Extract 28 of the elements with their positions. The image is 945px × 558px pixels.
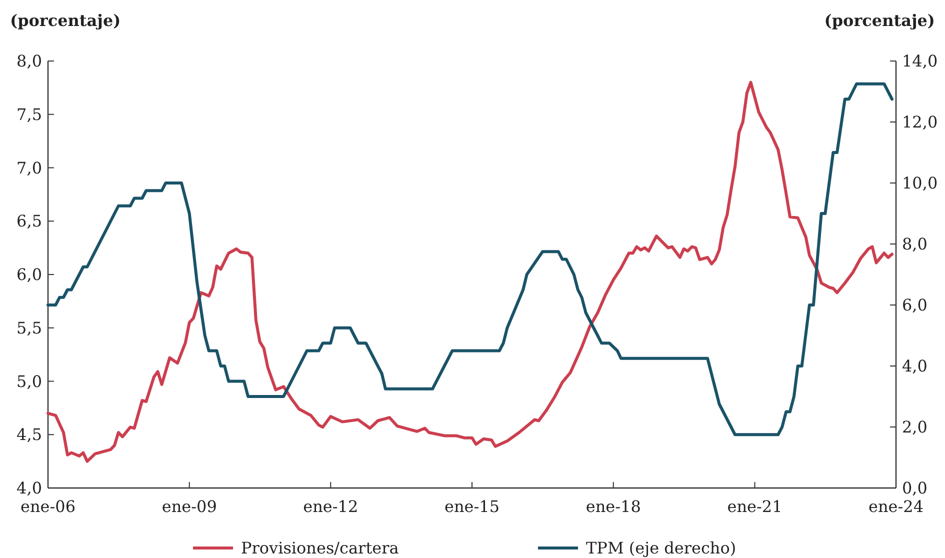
y-tick-label: 6,5 xyxy=(16,212,42,231)
y-tick-label: 5,5 xyxy=(16,318,42,338)
y-tick-label: 7,5 xyxy=(16,104,42,124)
y2-tick-label: 0,0 xyxy=(902,478,928,498)
y-tick-label: 4,5 xyxy=(16,425,42,444)
y-tick-label: 7,0 xyxy=(16,158,42,178)
y2-tick-label: 14,0 xyxy=(902,52,938,71)
y-tick-label: 4,0 xyxy=(16,478,42,498)
x-tick-label: ene-18 xyxy=(586,497,641,516)
legend-label: TPM (eje derecho) xyxy=(586,538,736,558)
y2-tick-label: 4,0 xyxy=(902,356,928,376)
x-tick-label: ene-06 xyxy=(20,497,76,516)
x-tick-label: ene-12 xyxy=(303,497,358,516)
y-tick-label: 6,0 xyxy=(16,265,42,284)
y2-axis-title: (porcentaje) xyxy=(824,11,935,30)
x-tick-label: ene-21 xyxy=(727,497,782,516)
y-axis-title: (porcentaje) xyxy=(10,11,121,30)
y-tick-label: 8,0 xyxy=(16,52,42,71)
x-tick-label: ene-24 xyxy=(868,497,924,516)
x-tick-label: ene-15 xyxy=(444,497,500,516)
y2-tick-label: 6,0 xyxy=(902,296,928,315)
y-tick-label: 5,0 xyxy=(16,372,42,391)
legend-label: Provisiones/cartera xyxy=(241,538,400,558)
x-tick-label: ene-09 xyxy=(162,497,217,516)
y2-tick-label: 12,0 xyxy=(902,112,938,132)
y2-tick-label: 10,0 xyxy=(902,174,938,193)
y2-tick-label: 8,0 xyxy=(902,234,928,254)
y2-tick-label: 2,0 xyxy=(902,418,928,437)
